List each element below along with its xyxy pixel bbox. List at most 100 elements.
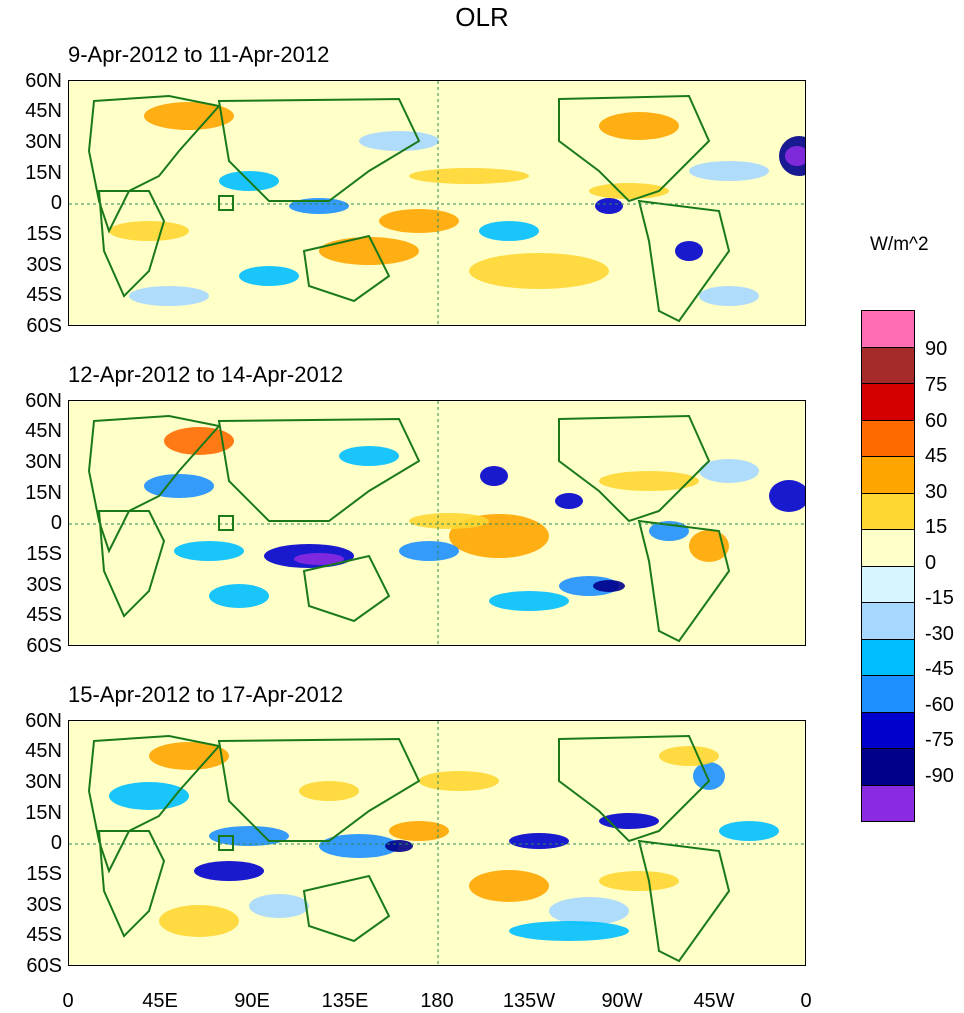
colorbar-swatch — [861, 420, 915, 457]
lat-label: 0 — [50, 512, 62, 534]
olr-anomaly-patch — [599, 471, 699, 491]
olr-anomaly-patch — [595, 198, 623, 214]
coastline — [97, 190, 166, 298]
olr-anomaly-patch — [319, 834, 399, 858]
colorbar-label: -45 — [925, 658, 954, 680]
olr-anomaly-patch — [109, 221, 189, 241]
colorbar-label: 30 — [925, 481, 948, 503]
olr-anomaly-patch — [144, 102, 234, 130]
panel-1-title: 9-Apr-2012 to 11-Apr-2012 — [68, 42, 330, 67]
coastline — [217, 97, 421, 202]
lon-label: 0 — [62, 990, 74, 1012]
colorbar — [861, 310, 915, 822]
lat-label: 0 — [50, 192, 62, 214]
colorbar-label: -90 — [925, 765, 954, 787]
olr-anomaly-patch — [489, 591, 569, 611]
lat-label: 0 — [50, 832, 62, 854]
olr-anomaly-patch — [480, 466, 508, 486]
colorbar-label: 75 — [925, 374, 948, 396]
colorbar-swatch — [861, 712, 915, 749]
olr-anomaly-patch — [785, 146, 805, 166]
olr-map-1 — [69, 81, 805, 325]
olr-map-3 — [69, 721, 805, 965]
olr-anomaly-patch — [399, 541, 459, 561]
colorbar-label: -75 — [925, 729, 954, 751]
figure-title: OLR — [455, 2, 509, 32]
olr-anomaly-patch — [319, 237, 419, 265]
olr-anomaly-patch — [385, 840, 413, 852]
colorbar-swatch — [861, 457, 915, 494]
panel-3-title: 15-Apr-2012 to 17-Apr-2012 — [68, 682, 344, 707]
lat-label: 45N — [25, 740, 62, 762]
lat-label: 45S — [26, 924, 62, 946]
lat-label: 45S — [26, 604, 62, 626]
lon-label: 180 — [420, 990, 454, 1012]
region-box — [218, 835, 234, 851]
colorbar-label: 0 — [925, 552, 937, 574]
colorbar-units: W/m^2 — [870, 234, 929, 255]
lat-label: 15S — [26, 863, 62, 885]
lat-label: 30S — [26, 254, 62, 276]
lon-label: 45E — [142, 990, 178, 1012]
region-box — [218, 515, 234, 531]
colorbar-label: -60 — [925, 694, 954, 716]
olr-anomaly-patch — [239, 266, 299, 286]
lon-label: 135W — [502, 990, 556, 1012]
lat-label: 15N — [25, 162, 62, 184]
coastline — [302, 874, 391, 943]
lat-label: 60S — [26, 955, 62, 977]
lat-label: 30N — [25, 131, 62, 153]
colorbar-label: -15 — [925, 587, 954, 609]
colorbar-swatch — [861, 566, 915, 603]
lat-label: 60S — [26, 315, 62, 337]
coastline — [302, 554, 391, 623]
olr-map-2 — [69, 401, 805, 645]
map-panel-3 — [68, 720, 806, 966]
olr-anomaly-patch — [675, 241, 703, 261]
coastline — [637, 199, 731, 323]
olr-anomaly-patch — [409, 168, 529, 184]
lat-label: 30S — [26, 574, 62, 596]
lon-label: 135E — [321, 990, 369, 1012]
olr-anomaly-patch — [419, 771, 499, 791]
colorbar-swatch — [861, 530, 915, 567]
olr-anomaly-patch — [599, 871, 679, 891]
olr-anomaly-patch — [299, 781, 359, 801]
lat-label: 30S — [26, 894, 62, 916]
colorbar-swatch — [861, 785, 915, 822]
lon-label: 45W — [693, 990, 735, 1012]
olr-anomaly-patch — [359, 131, 439, 151]
colorbar-swatch — [861, 749, 915, 786]
olr-anomaly-patch — [174, 541, 244, 561]
olr-anomaly-patch — [769, 480, 805, 512]
coastline — [97, 830, 166, 938]
lat-label: 60N — [25, 710, 62, 732]
coastline — [87, 414, 221, 554]
olr-anomaly-patch — [164, 427, 234, 455]
lat-label: 15S — [26, 543, 62, 565]
lat-label: 45N — [25, 100, 62, 122]
olr-anomaly-patch — [549, 897, 629, 925]
coastline — [302, 234, 391, 303]
lat-label: 30N — [25, 451, 62, 473]
coastline — [558, 414, 711, 523]
panel-2-title: 12-Apr-2012 to 14-Apr-2012 — [68, 362, 344, 387]
coastline — [558, 734, 711, 843]
olr-anomaly-patch — [339, 446, 399, 466]
lat-label: 15N — [25, 802, 62, 824]
lat-label: 45S — [26, 284, 62, 306]
colorbar-swatch — [861, 310, 915, 348]
lon-label: 90W — [601, 990, 643, 1012]
olr-anomaly-patch — [409, 513, 489, 529]
olr-anomaly-patch — [379, 209, 459, 233]
colorbar-label: 15 — [925, 516, 948, 538]
lat-label: 30N — [25, 771, 62, 793]
olr-anomaly-patch — [699, 286, 759, 306]
coastline — [558, 94, 711, 203]
colorbar-swatch — [861, 384, 915, 421]
coastline — [87, 94, 221, 234]
olr-anomaly-patch — [389, 821, 449, 841]
colorbar-swatch — [861, 603, 915, 640]
olr-anomaly-patch — [249, 894, 309, 918]
olr-anomaly-patch — [689, 161, 769, 181]
